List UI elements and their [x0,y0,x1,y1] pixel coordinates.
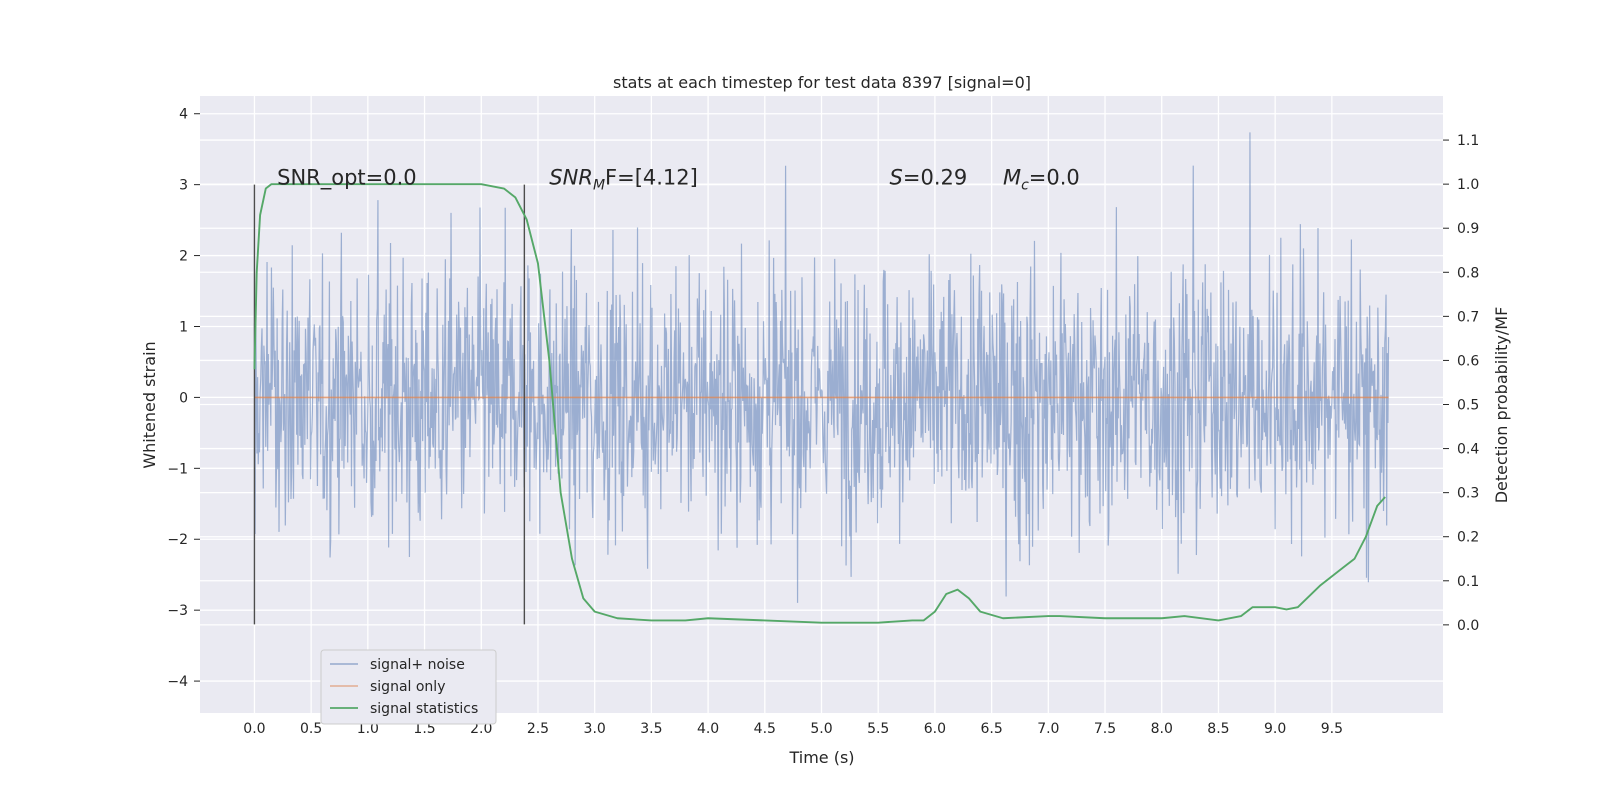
y-right-tick-label: 0.7 [1457,309,1479,325]
annotation-rest: =0.0 [1029,166,1080,190]
signal-noise-line [253,132,1390,603]
annotation-s-value: S=0.29 [890,166,968,190]
x-tick-label: 9.5 [1321,721,1343,737]
legend-label-signal-statistics: signal statistics [370,701,478,717]
y-tick-label: −4 [167,674,188,690]
vertical-markers [253,184,526,625]
x-axis-label: Time (s) [788,748,854,767]
x-tick-label: 6.5 [980,721,1002,737]
series-signal-noise [253,132,1390,603]
x-tick-label: 5.5 [867,721,889,737]
y-right-tick-label: 0.1 [1457,574,1479,590]
x-tick-label: 0.0 [243,721,265,737]
annotation-mc-value: Mc=0.0 [1003,166,1080,194]
y-tick-labels: 4 3 2 1 0 −1 −2 −3 −4 [167,107,200,690]
y-tick-label: 1 [179,319,188,335]
x-tick-label: 8.5 [1207,721,1229,737]
x-tick-label: 8.0 [1151,721,1173,737]
x-tick-label: 2.0 [470,721,492,737]
x-tick-label: 4.5 [754,721,776,737]
x-tick-label: 5.0 [810,721,832,737]
annotations: SNR_opt=0.0 SNRMF=[4.12] S=0.29 Mc=0.0 [277,166,1080,194]
x-tick-labels: 0.0 0.5 1.0 1.5 2.0 2.5 3.0 3.5 4.0 4.5 5.0 5.5 6.0 6… [243,721,1343,737]
x-tick-label: 7.5 [1094,721,1116,737]
y-right-tick-label: 0.8 [1457,265,1479,281]
y-right-tick-label: 0.4 [1457,442,1479,458]
y-right-tick-label: 0.9 [1457,221,1479,237]
y-tick-label: 4 [179,107,188,123]
chart-title: stats at each timestep for test data 839… [613,73,1031,92]
y-axis-label: Whitened strain [140,341,159,468]
annotation-snr-mf: SNRMF=[4.12] [549,166,698,194]
y-tick-label: −1 [167,461,188,477]
annotation-sub: c [1021,178,1029,194]
y-tick-label: −2 [167,532,188,548]
x-tick-label: 2.5 [527,721,549,737]
y-right-tick-label: 0.0 [1457,618,1479,634]
y-right-tick-label: 0.2 [1457,530,1479,546]
x-tick-label: 0.5 [300,721,322,737]
legend-label-signal-only: signal only [370,679,445,695]
y-right-tick-label: 0.5 [1457,398,1479,414]
signal-statistics-line [253,183,1386,624]
y-right-tick-label: 0.6 [1457,353,1479,369]
y-right-tick-label: 1.0 [1457,177,1479,193]
x-tick-label: 7.0 [1037,721,1059,737]
x-tick-label: 3.5 [640,721,662,737]
series-signal-statistics [253,183,1386,624]
legend-label-signal-noise: signal+ noise [370,657,465,673]
x-tick-label: 4.0 [697,721,719,737]
legend: signal+ noise signal only signal statist… [320,649,497,725]
y-right-tick-label: 0.3 [1457,486,1479,502]
x-tick-label: 9.0 [1264,721,1286,737]
x-tick-label: 1.5 [413,721,435,737]
y-right-tick-label: 1.1 [1457,133,1479,149]
x-tick-label: 1.0 [357,721,379,737]
legend-box [320,649,497,725]
x-tick-label: 3.0 [584,721,606,737]
y-right-axis-label: Detection probability/MF [1492,307,1511,504]
y-tick-label: 3 [179,178,188,194]
annotation-sub: M [593,178,605,194]
x-tick-label: 6.0 [924,721,946,737]
y-tick-label: 2 [179,249,188,265]
y-tick-label: −3 [167,603,188,619]
annotation-base: S [890,166,903,190]
annotation-base: SNR [549,166,593,190]
annotation-snr-opt: SNR_opt=0.0 [277,166,417,191]
annotation-base: M [1003,166,1021,190]
annotation-rest: F=[4.12] [605,166,698,190]
annotation-rest: =0.29 [903,166,967,190]
y-tick-label: 0 [179,390,188,406]
y-right-tick-labels: 1.1 1.0 0.9 0.8 0.7 0.6 0.5 0.4 0.3 0.2 0.1 0.0 [1443,133,1479,634]
